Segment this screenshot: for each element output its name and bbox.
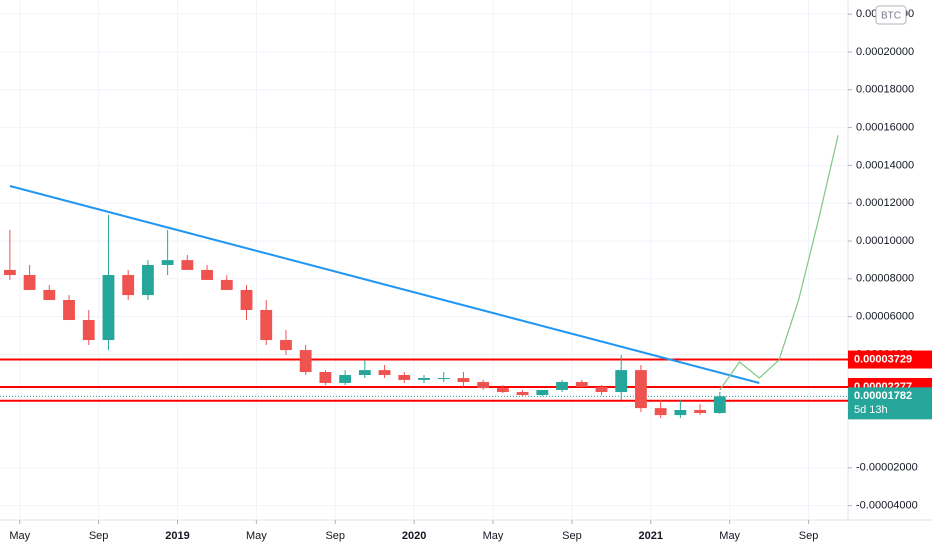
x-tick-label: Sep	[562, 530, 582, 542]
level-label-box	[848, 350, 932, 369]
candle-body	[418, 378, 430, 380]
candle-body	[635, 370, 647, 409]
candle-body	[339, 375, 352, 383]
candle-body	[398, 375, 411, 380]
y-tick-label: -0.00004000	[856, 500, 918, 512]
candle-body	[319, 371, 332, 383]
y-tick-label: 0.00012000	[856, 197, 914, 209]
y-tick-label: 0.00014000	[856, 159, 914, 171]
candle-body	[457, 378, 470, 383]
x-tick-label: May	[246, 530, 267, 542]
current-price-label: 0.00001782	[854, 390, 912, 402]
candle-body	[615, 370, 628, 393]
candle-body	[280, 340, 292, 351]
candle-body	[102, 275, 115, 341]
x-tick-label: 2019	[165, 530, 189, 542]
y-tick-label: 0.00018000	[856, 84, 914, 96]
candle-body	[23, 275, 36, 290]
candle-body	[575, 382, 588, 387]
grid	[0, 0, 848, 520]
candle-body	[82, 320, 95, 341]
x-tick-label: Sep	[89, 530, 109, 542]
candle-body	[43, 289, 56, 300]
candle-body	[595, 386, 608, 393]
current-price-label-box	[848, 387, 932, 420]
y-tick-label: 0.00016000	[856, 121, 914, 133]
candle-body	[141, 265, 154, 296]
candle-body	[122, 275, 135, 296]
y-tick-label: 0.00008000	[856, 273, 914, 285]
candle-body	[3, 269, 16, 276]
trendline	[9, 185, 760, 384]
candle-body	[63, 299, 75, 321]
x-tick-label: 2021	[639, 530, 663, 542]
candle-body	[181, 260, 194, 270]
y-tick-label: 0.00006000	[856, 311, 914, 323]
candle-body	[674, 409, 687, 416]
candle-body	[299, 350, 312, 372]
candle-body	[536, 389, 549, 396]
candle-body	[240, 289, 253, 310]
x-tick-label: 2020	[402, 530, 426, 542]
candle-body	[694, 409, 707, 414]
candle-body	[358, 370, 371, 376]
candle-body	[201, 269, 213, 280]
x-tick-label: Sep	[799, 530, 819, 542]
candle-body	[161, 260, 174, 266]
x-tick-label: May	[9, 530, 30, 542]
x-tick-label: Sep	[325, 530, 345, 542]
y-tick-label: -0.00002000	[856, 462, 918, 474]
level-label: 0.00003729	[854, 353, 912, 365]
candle-body	[437, 378, 450, 380]
candle-body	[220, 279, 233, 290]
x-tick-label: May	[483, 530, 504, 542]
y-tick-label: 0.00020000	[856, 46, 914, 58]
candle-body	[496, 388, 509, 393]
x-tick-label: May	[719, 530, 740, 542]
candle-body	[556, 382, 568, 390]
candle-body	[378, 370, 391, 376]
y-tick-label: 0.00010000	[856, 235, 914, 247]
projection-curve	[719, 135, 839, 391]
countdown-label: 5d 13h	[854, 404, 888, 416]
symbol-badge[interactable]	[875, 5, 907, 25]
candle-body	[516, 392, 529, 396]
symbol-badge-text: BTC	[881, 11, 901, 22]
axes: -0.00004000-0.000020000.000040000.000060…	[9, 8, 932, 542]
candle-body	[260, 309, 273, 341]
candle-body	[477, 382, 490, 389]
plot	[0, 135, 848, 419]
candle-body	[654, 408, 667, 416]
candle-body	[713, 396, 726, 414]
